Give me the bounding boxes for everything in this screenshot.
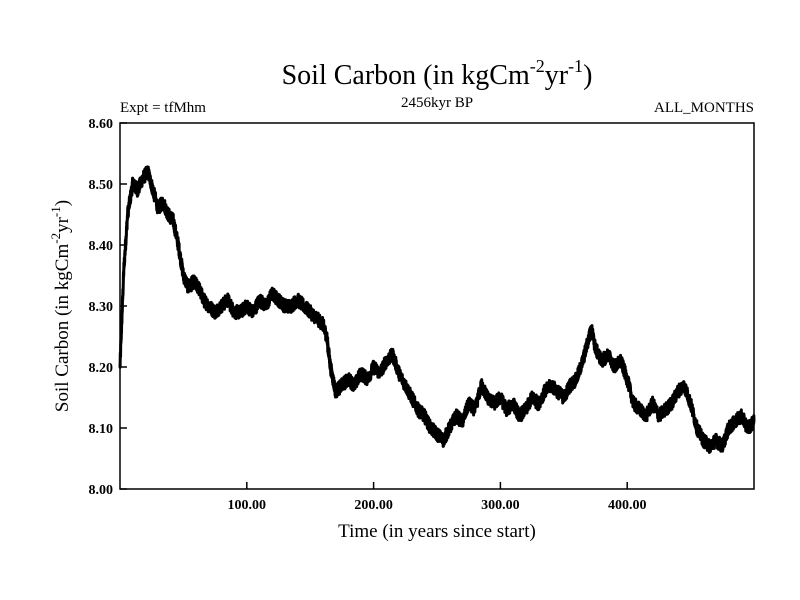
- x-tick-label: 100.00: [228, 498, 267, 513]
- soil-carbon-series-line: [118, 165, 756, 454]
- period-label: 2456kyr BP: [401, 95, 473, 111]
- x-tick-label: 200.00: [354, 498, 393, 513]
- y-tick-label: 8.00: [89, 483, 114, 498]
- experiment-label: Expt = tfMhm: [120, 100, 206, 116]
- x-axis-title: Time (in years since start): [338, 521, 536, 542]
- y-axis-ticks: 8.00 8.10 8.20 8.30 8.40 8.50 8.60: [89, 117, 127, 498]
- y-tick-label: 8.10: [89, 422, 114, 437]
- y-tick-label: 8.30: [89, 300, 114, 315]
- months-label: ALL_MONTHS: [654, 100, 754, 116]
- x-axis-ticks: 100.00 200.00 300.00 400.00: [228, 482, 647, 513]
- x-tick-label: 400.00: [608, 498, 647, 513]
- y-axis-title: Soil Carbon (in kgCm-2yr-1): [48, 200, 73, 412]
- x-tick-label: 300.00: [481, 498, 520, 513]
- y-tick-label: 8.40: [89, 239, 114, 254]
- chart-title: Soil Carbon (in kgCm-2yr-1): [282, 56, 593, 91]
- y-tick-label: 8.60: [89, 117, 114, 132]
- y-tick-label: 8.50: [89, 178, 114, 193]
- y-tick-label: 8.20: [89, 361, 114, 376]
